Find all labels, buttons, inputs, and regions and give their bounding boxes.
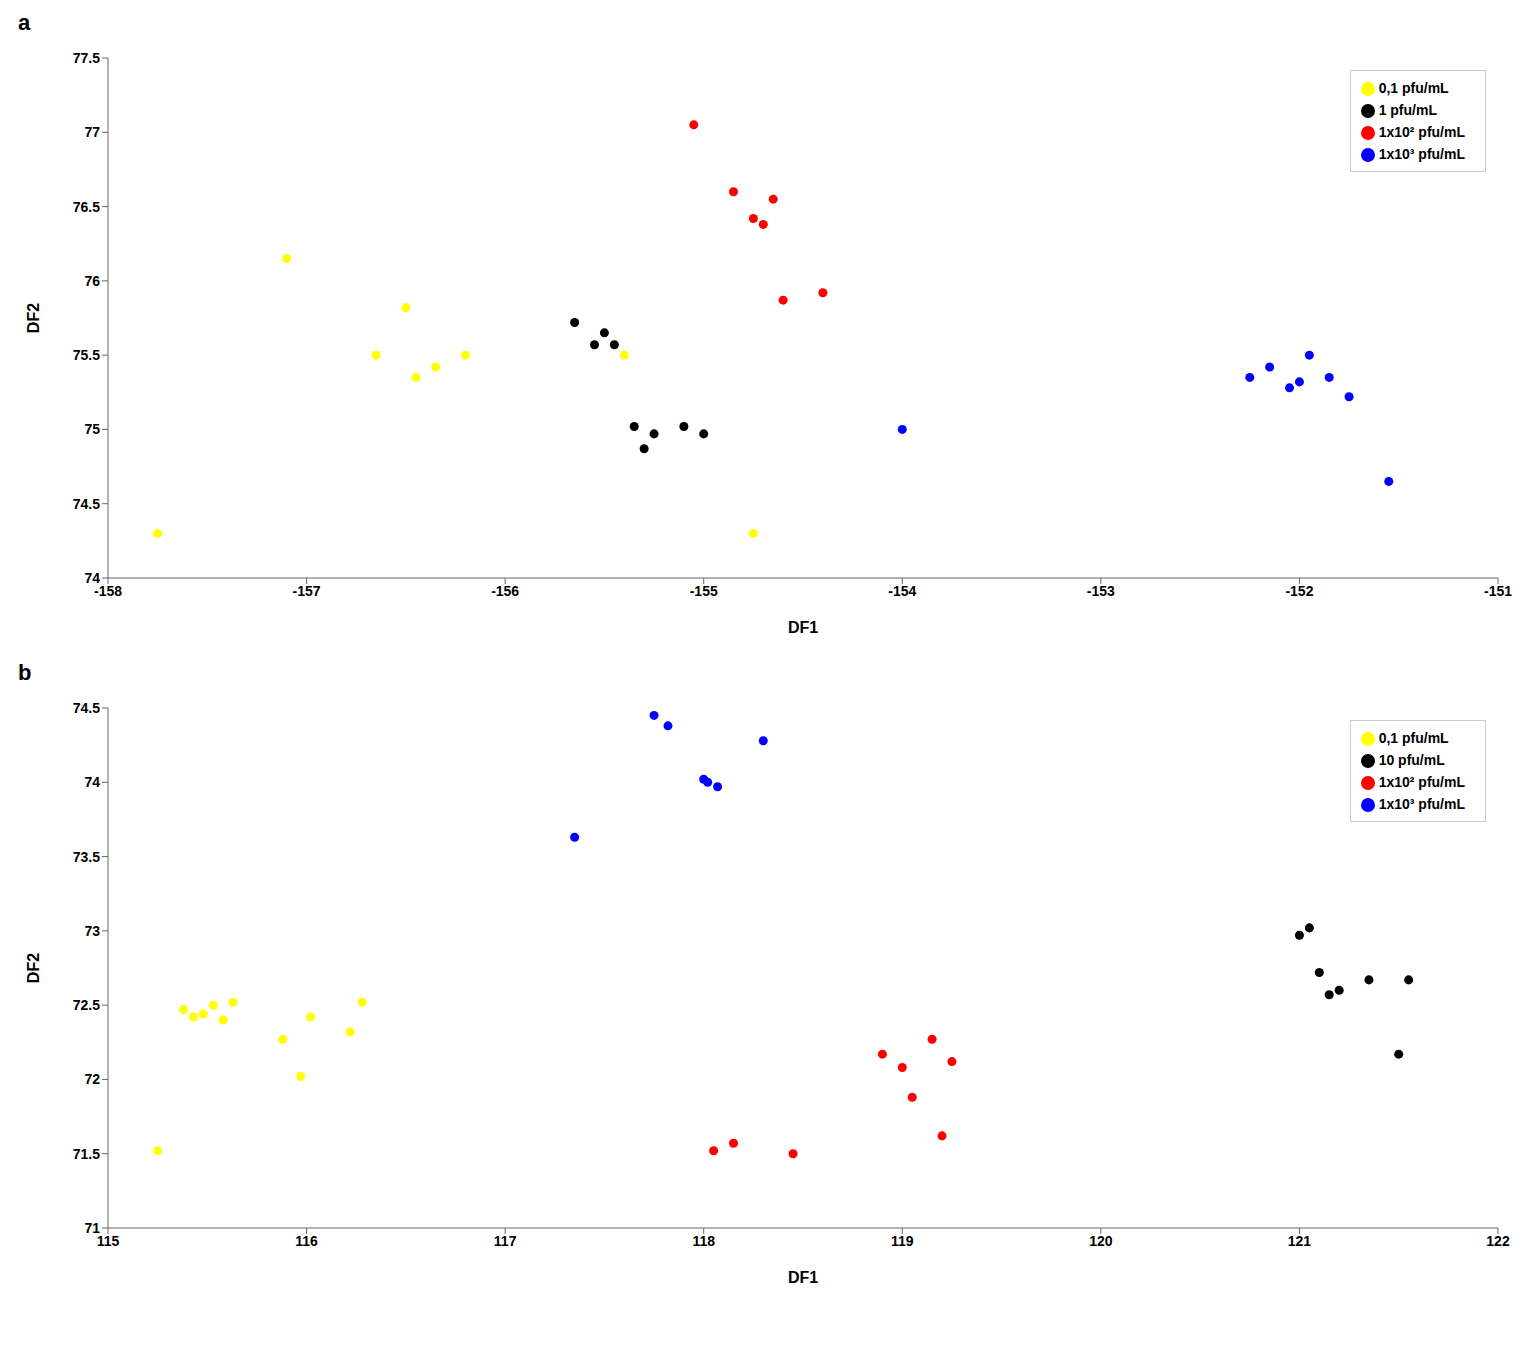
svg-text:118: 118 xyxy=(692,1233,715,1249)
svg-text:DF1: DF1 xyxy=(788,1269,818,1286)
svg-text:-158: -158 xyxy=(94,582,122,599)
svg-text:-152: -152 xyxy=(1285,583,1313,599)
svg-text:120: 120 xyxy=(1089,1233,1113,1249)
svg-text:-154: -154 xyxy=(888,583,916,599)
svg-text:75.5: 75.5 xyxy=(73,347,100,363)
svg-text:77.5: 77.5 xyxy=(73,50,100,66)
svg-text:121: 121 xyxy=(1288,1233,1312,1249)
svg-text:115: 115 xyxy=(97,1233,120,1249)
svg-text:73: 73 xyxy=(84,923,100,939)
svg-text:73.5: 73.5 xyxy=(73,849,100,865)
svg-text:71: 71 xyxy=(84,1220,100,1236)
svg-text:DF2: DF2 xyxy=(25,953,42,983)
html-text:0,1 pfu/mL: 0,1 pfu/mL xyxy=(1378,80,1449,96)
svg-text:-153: -153 xyxy=(1087,583,1115,599)
html-text:1 pfu/mL: 1 pfu/mL xyxy=(1378,102,1437,118)
svg-text:72: 72 xyxy=(84,1071,100,1087)
html-text:1x10³ pfu/mL: 1x10³ pfu/mL xyxy=(1378,796,1465,812)
svg-text:74.5: 74.5 xyxy=(73,496,100,512)
html-text:1x10² pfu/mL: 1x10² pfu/mL xyxy=(1378,774,1465,790)
svg-text:-156: -156 xyxy=(491,583,519,599)
svg-text:77: 77 xyxy=(84,124,100,140)
svg-text:74.5: 74.5 xyxy=(73,700,100,716)
html-text:0,1 pfu/mL: 0,1 pfu/mL xyxy=(1378,730,1449,746)
svg-text:74: 74 xyxy=(84,774,100,790)
svg-text:75: 75 xyxy=(84,421,100,437)
svg-text:DF1: DF1 xyxy=(788,619,818,636)
svg-text:117: 117 xyxy=(494,1233,517,1249)
html-text:a: a xyxy=(18,10,31,35)
svg-text:122: 122 xyxy=(1486,1233,1510,1249)
html-text:b: b xyxy=(18,660,32,685)
svg-text:72.5: 72.5 xyxy=(73,997,100,1013)
svg-text:-157: -157 xyxy=(293,583,321,599)
html-text:1x10³ pfu/mL: 1x10³ pfu/mL xyxy=(1378,146,1465,162)
html-text:1x10² pfu/mL: 1x10² pfu/mL xyxy=(1378,124,1465,140)
svg-text:116: 116 xyxy=(295,1233,318,1249)
html-text:10 pfu/mL: 10 pfu/mL xyxy=(1378,752,1445,768)
svg-text:74: 74 xyxy=(84,570,100,586)
svg-text:-155: -155 xyxy=(690,583,718,599)
svg-text:-151: -151 xyxy=(1484,583,1512,599)
svg-text:DF2: DF2 xyxy=(25,303,42,333)
svg-text:71.5: 71.5 xyxy=(73,1146,100,1162)
svg-text:76: 76 xyxy=(84,273,100,289)
svg-text:119: 119 xyxy=(891,1233,914,1249)
svg-text:76.5: 76.5 xyxy=(73,199,100,215)
